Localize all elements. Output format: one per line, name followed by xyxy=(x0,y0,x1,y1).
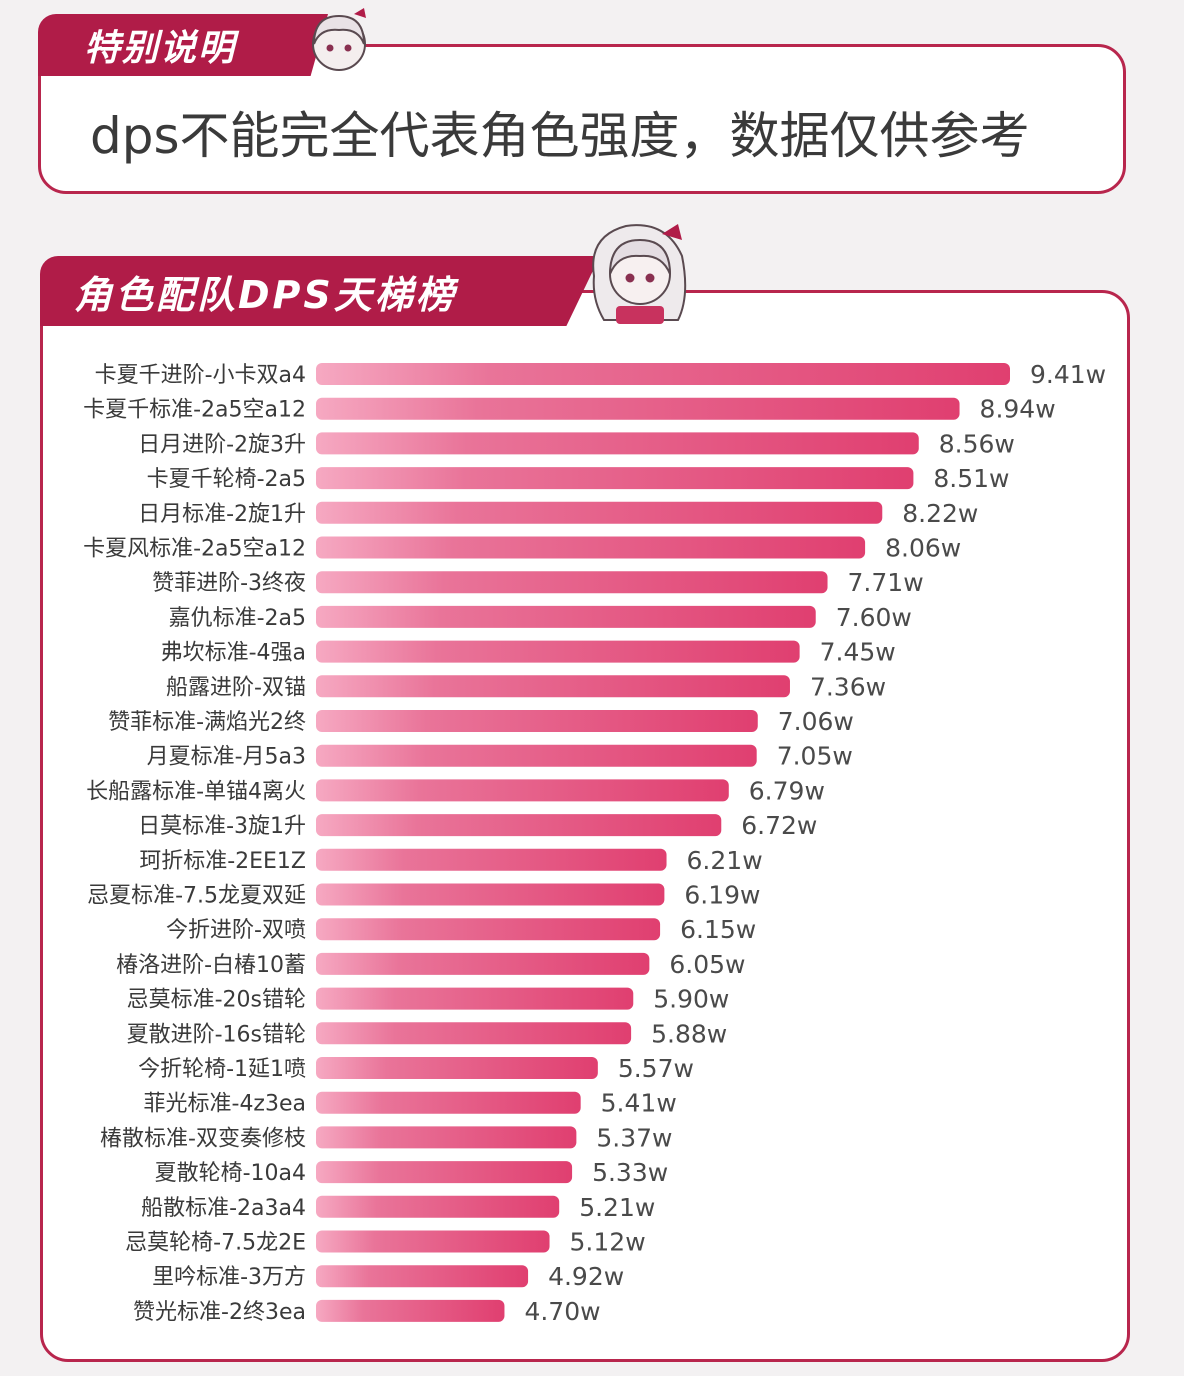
category-label: 菲光标准-4z3ea xyxy=(144,1092,307,1117)
value-label: 5.41w xyxy=(601,1089,677,1118)
category-label: 卡夏千进阶-小卡双a4 xyxy=(95,363,306,388)
category-label: 夏散轮椅-10a4 xyxy=(155,1161,306,1186)
category-label: 日月标准-2旋1升 xyxy=(138,502,306,527)
value-label: 6.05w xyxy=(669,950,745,979)
value-label: 7.05w xyxy=(777,742,853,771)
category-label: 珂折标准-2EE1Z xyxy=(139,849,306,874)
category-label: 船露进阶-双锚 xyxy=(166,675,306,700)
bar xyxy=(316,710,758,732)
value-label: 5.21w xyxy=(579,1193,655,1222)
value-label: 4.70w xyxy=(524,1297,600,1326)
value-label: 8.56w xyxy=(939,429,1015,458)
category-label: 今折轮椅-1延1喷 xyxy=(138,1057,306,1082)
bar xyxy=(316,1057,598,1079)
category-label: 船散标准-2a3a4 xyxy=(141,1196,306,1221)
bar xyxy=(316,1230,550,1253)
bar xyxy=(316,744,757,767)
bar xyxy=(316,1126,577,1149)
bar xyxy=(316,467,914,490)
category-label: 椿散标准-双变奏修枝 xyxy=(100,1126,306,1151)
value-label: 8.94w xyxy=(980,395,1056,424)
bar xyxy=(316,397,960,420)
bar xyxy=(316,1022,632,1045)
chart-title: 角色配队DPS天梯榜 xyxy=(40,256,600,326)
category-label: 卡夏风标准-2a5空a12 xyxy=(83,537,306,562)
value-label: 7.36w xyxy=(810,672,886,701)
category-label: 卡夏千轮椅-2a5 xyxy=(147,467,306,492)
value-label: 6.15w xyxy=(680,915,756,944)
category-label: 赞菲进阶-3终夜 xyxy=(152,571,306,596)
value-label: 8.51w xyxy=(933,464,1009,493)
bar xyxy=(316,952,650,975)
value-label: 8.06w xyxy=(885,534,961,563)
value-label: 5.12w xyxy=(570,1228,646,1257)
category-label: 月夏标准-月5a3 xyxy=(147,745,306,770)
category-label: 夏散进阶-16s错轮 xyxy=(127,1022,306,1047)
bar xyxy=(316,640,800,663)
category-label: 弗坎标准-4强a xyxy=(161,641,306,666)
bar xyxy=(316,987,634,1010)
bar xyxy=(316,1161,573,1184)
value-label: 5.90w xyxy=(653,985,729,1014)
mascot-icon xyxy=(312,8,366,71)
bar xyxy=(316,432,919,455)
bar xyxy=(316,918,661,941)
value-label: 7.71w xyxy=(848,568,924,597)
mascot-icon xyxy=(592,224,687,324)
category-label: 赞菲标准-满焰光2终 xyxy=(108,710,306,735)
value-label: 5.37w xyxy=(596,1123,672,1152)
value-label: 5.57w xyxy=(618,1054,694,1083)
category-label: 长船露标准-单锚4离火 xyxy=(86,779,306,804)
value-label: 6.19w xyxy=(684,881,760,910)
bar xyxy=(316,501,883,524)
value-label: 8.22w xyxy=(902,499,978,528)
bar xyxy=(316,605,816,628)
bar xyxy=(316,883,665,906)
bar xyxy=(316,1299,505,1322)
value-label: 5.88w xyxy=(651,1019,727,1048)
bar xyxy=(316,779,729,802)
bar xyxy=(316,814,722,837)
category-label: 卡夏千标准-2a5空a12 xyxy=(83,398,306,423)
bar xyxy=(316,1091,581,1114)
category-label: 赞光标准-2终3ea xyxy=(133,1300,306,1325)
bar xyxy=(316,848,667,871)
bar xyxy=(316,363,1010,385)
value-label: 4.92w xyxy=(548,1262,624,1291)
bar xyxy=(316,571,828,594)
disclaimer-text: dps不能完全代表角色强度，数据仅供参考 xyxy=(90,107,1030,165)
category-label: 椿洛进阶-白椿10蓄 xyxy=(116,953,306,978)
value-label: 6.79w xyxy=(749,776,825,805)
value-label: 7.60w xyxy=(836,603,912,632)
bar xyxy=(316,536,866,559)
category-label: 嘉仇标准-2a5 xyxy=(169,606,306,631)
category-label: 日莫标准-3旋1升 xyxy=(138,814,306,839)
value-label: 9.41w xyxy=(1030,360,1106,389)
category-label: 里吟标准-3万方 xyxy=(152,1265,306,1290)
value-label: 7.06w xyxy=(778,707,854,736)
bar xyxy=(316,675,790,698)
value-label: 7.45w xyxy=(820,638,896,667)
bar xyxy=(316,1195,560,1218)
value-label: 6.21w xyxy=(687,846,763,875)
value-label: 5.33w xyxy=(592,1158,668,1187)
category-label: 忌莫标准-20s错轮 xyxy=(127,988,306,1013)
category-label: 今折进阶-双喷 xyxy=(166,918,306,943)
value-label: 6.72w xyxy=(741,811,817,840)
category-label: 忌夏标准-7.5龙夏双延 xyxy=(87,884,306,909)
category-label: 日月进阶-2旋3升 xyxy=(138,432,306,457)
note-heading: 特别说明 xyxy=(38,14,328,76)
bar xyxy=(316,1265,529,1288)
category-label: 忌莫轮椅-7.5龙2E xyxy=(125,1231,306,1256)
